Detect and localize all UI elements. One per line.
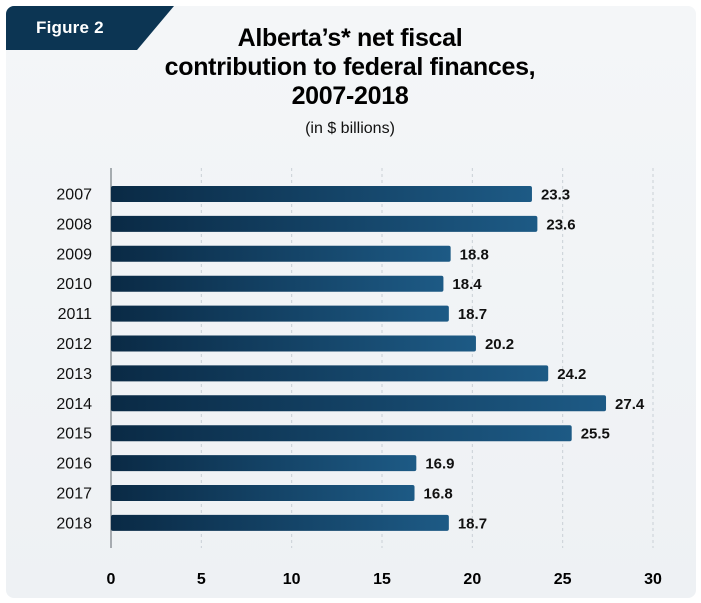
bar-2017 <box>111 485 415 501</box>
bar-2007 <box>111 186 532 202</box>
x-tick-label: 10 <box>283 571 301 588</box>
bar-2016 <box>111 455 417 472</box>
x-tick-label: 0 <box>107 571 116 588</box>
x-tick-label: 5 <box>197 571 206 588</box>
value-label: 20.2 <box>485 336 514 353</box>
bar-2014 <box>111 395 607 412</box>
chart-title: Alberta’s* net fiscal contribution to fe… <box>100 24 600 111</box>
category-label: 2007 <box>56 187 92 204</box>
bar-2010 <box>111 275 444 292</box>
bar-2012 <box>111 335 476 352</box>
value-label: 25.5 <box>581 426 610 443</box>
category-label: 2009 <box>56 246 92 263</box>
value-label: 27.4 <box>615 396 645 413</box>
bars <box>111 186 607 531</box>
value-label: 23.6 <box>546 216 575 233</box>
value-label: 18.7 <box>458 306 487 323</box>
category-label: 2010 <box>56 276 92 293</box>
category-label: 2008 <box>56 216 92 233</box>
x-tick-label: 30 <box>644 571 662 588</box>
value-label: 18.4 <box>452 276 482 293</box>
category-label: 2011 <box>58 306 93 323</box>
bar-2013 <box>111 365 549 382</box>
bar-2008 <box>111 215 538 232</box>
category-labels: 2007 2008 2009 2010 2011 2012 2013 2014 2015 2016… <box>56 187 92 533</box>
chart-subtitle: (in $ billions) <box>305 120 395 137</box>
chart-title-line-1: Alberta’s* net fiscal <box>237 24 463 52</box>
chart-title-line-2: contribution to federal finances, <box>164 53 536 81</box>
bar-2011 <box>111 305 449 322</box>
figure-label: Figure 2 <box>36 18 104 37</box>
x-tick-label: 20 <box>463 571 481 588</box>
value-label: 16.8 <box>424 486 453 503</box>
value-labels: 23.3 23.6 18.8 18.4 18.7 20.2 24.2 27.4 25.5 16.9… <box>424 187 645 533</box>
category-label: 2012 <box>56 336 92 353</box>
value-label: 18.8 <box>460 246 489 263</box>
bar-2015 <box>111 425 572 442</box>
category-label: 2014 <box>56 396 92 413</box>
category-label: 2018 <box>56 515 92 532</box>
category-label: 2015 <box>56 426 92 443</box>
bar-2009 <box>111 245 451 262</box>
chart-title-line-3: 2007-2018 <box>291 82 409 110</box>
x-tick-label: 25 <box>554 571 572 588</box>
value-label: 16.9 <box>425 456 454 473</box>
bar-2018 <box>111 514 449 531</box>
category-label: 2016 <box>56 456 92 473</box>
category-label: 2017 <box>56 486 92 503</box>
x-tick-label: 15 <box>373 571 391 588</box>
x-tick-labels: 0 5 10 15 20 25 30 <box>107 571 662 588</box>
value-label: 23.3 <box>541 187 570 204</box>
value-label: 18.7 <box>458 515 487 532</box>
value-label: 24.2 <box>557 366 586 383</box>
category-label: 2013 <box>56 366 92 383</box>
